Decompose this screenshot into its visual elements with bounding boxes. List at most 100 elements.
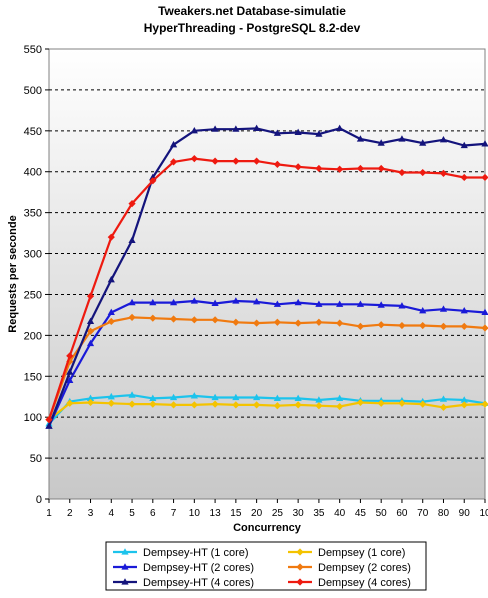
- data-point: [439, 403, 448, 411]
- y-tick-label: 0: [36, 494, 42, 506]
- data-point: [232, 157, 240, 165]
- data-point: [128, 313, 136, 321]
- data-point: [315, 300, 323, 307]
- data-point: [66, 368, 74, 375]
- data-point: [481, 400, 488, 408]
- legend-label: Dempsey-HT (2 cores): [143, 562, 254, 574]
- series-line: [47, 299, 486, 427]
- data-point: [149, 394, 157, 401]
- data-point: [398, 302, 406, 309]
- x-tick-label: 3: [88, 508, 94, 519]
- data-point: [419, 139, 427, 146]
- data-point: [377, 139, 385, 146]
- x-tick-label: 13: [210, 508, 222, 519]
- data-point: [128, 400, 136, 408]
- data-point: [315, 164, 323, 173]
- data-point: [439, 136, 448, 143]
- data-point: [315, 130, 323, 137]
- data-point: [253, 157, 261, 165]
- data-point: [86, 327, 95, 335]
- data-point: [86, 292, 95, 300]
- series-group: [45, 398, 488, 424]
- x-tick-label: 30: [293, 508, 305, 519]
- data-point: [273, 394, 281, 401]
- data-point: [460, 401, 468, 409]
- data-point: [419, 307, 427, 314]
- data-point: [66, 376, 74, 383]
- data-point: [211, 316, 219, 324]
- legend: Dempsey-HT (1 core) Dempsey (1 core) Demps…: [105, 541, 427, 591]
- x-tick-label: 70: [417, 508, 429, 519]
- data-point: [336, 402, 344, 411]
- data-point: [190, 155, 198, 163]
- data-point: [232, 393, 240, 401]
- x-tick-label: 60: [396, 508, 408, 519]
- data-point: [86, 339, 95, 347]
- data-point: [211, 157, 219, 165]
- legend-swatch-marker: [296, 578, 304, 586]
- data-point: [273, 300, 281, 307]
- data-point: [377, 164, 385, 173]
- plot-area: [48, 48, 486, 500]
- data-point: [86, 398, 95, 407]
- data-point: [86, 394, 95, 401]
- series-lines: [45, 124, 488, 429]
- data-point: [294, 163, 302, 171]
- data-point: [149, 400, 157, 408]
- legend-swatch-marker: [121, 578, 129, 585]
- legend-swatch-marker: [296, 548, 304, 556]
- x-tick-label: 7: [171, 508, 177, 519]
- legend-swatch-marker: [296, 563, 304, 571]
- data-point: [253, 319, 261, 327]
- data-point: [336, 394, 344, 401]
- data-point: [481, 324, 488, 332]
- data-point: [481, 140, 488, 147]
- data-point: [211, 299, 219, 307]
- y-tick-label: 400: [24, 167, 42, 179]
- data-point: [294, 401, 302, 409]
- data-point: [128, 200, 136, 208]
- data-point: [377, 301, 385, 308]
- data-point: [149, 177, 157, 185]
- data-point: [273, 318, 281, 326]
- series-line: [47, 316, 486, 420]
- series-group: [45, 124, 488, 429]
- data-point: [315, 396, 323, 403]
- data-point: [45, 422, 53, 429]
- data-point: [211, 393, 219, 401]
- data-point: [336, 319, 344, 327]
- data-point: [232, 318, 240, 326]
- x-tick-label: 50: [376, 508, 388, 519]
- x-tick-label: 1: [46, 508, 52, 519]
- legend-label: Dempsey (2 cores): [318, 562, 411, 574]
- series-group: [45, 313, 488, 424]
- x-tick-label: 6: [150, 508, 156, 519]
- data-point: [273, 160, 281, 168]
- data-point: [253, 124, 261, 131]
- data-point: [460, 307, 468, 314]
- data-point: [315, 402, 323, 410]
- data-point: [253, 393, 261, 401]
- chart-subtitle: HyperThreading - PostgreSQL 8.2-dev: [144, 21, 361, 35]
- series-group: [45, 155, 488, 424]
- data-point: [232, 401, 240, 409]
- data-point: [211, 125, 219, 132]
- y-tick-label: 550: [24, 44, 42, 56]
- data-point: [294, 319, 302, 327]
- legend-label: Dempsey-HT (4 cores): [143, 577, 254, 589]
- x-tick-label: 5: [129, 508, 135, 519]
- data-point: [356, 135, 365, 142]
- x-tick-label: 2: [67, 508, 73, 519]
- data-point: [398, 321, 406, 330]
- data-point: [128, 391, 136, 398]
- y-tick-label: 100: [24, 412, 42, 424]
- data-point: [169, 401, 178, 409]
- y-tick-label: 350: [24, 208, 42, 220]
- x-tick-label: 20: [251, 508, 263, 519]
- data-point: [398, 168, 406, 177]
- data-point: [439, 322, 448, 330]
- data-point: [169, 393, 178, 401]
- y-axis-label: Requests per seconde: [7, 215, 19, 332]
- data-point: [377, 321, 385, 329]
